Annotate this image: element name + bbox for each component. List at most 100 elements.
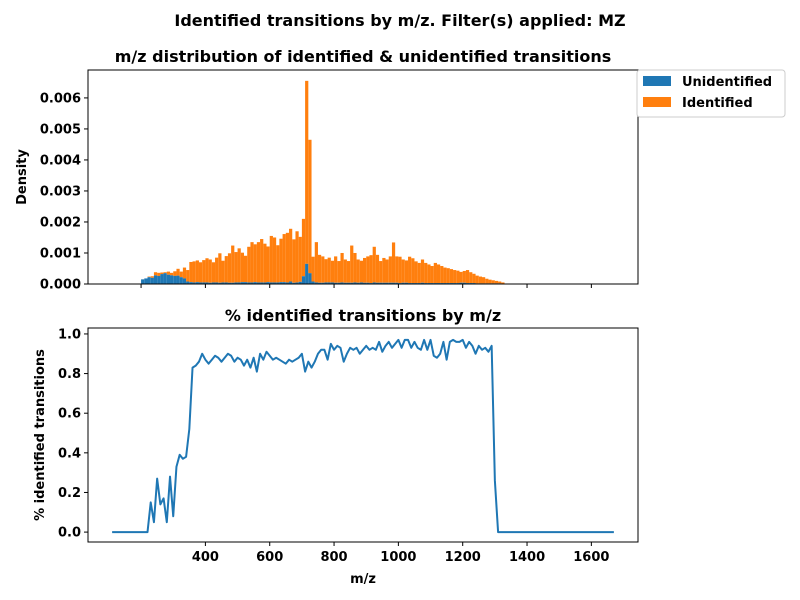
line-x-tick-label: 400 [192, 550, 219, 565]
histogram-bar-identified [221, 260, 225, 283]
histogram-bar-unidentified [237, 282, 241, 284]
histogram-bar-unidentified [327, 282, 331, 284]
legend-swatch-unidentified [643, 76, 671, 86]
histogram-bar-unidentified [205, 282, 209, 284]
histogram-bar-identified [472, 273, 476, 284]
histogram-bar-identified [327, 257, 331, 283]
histogram-bar-unidentified [266, 282, 270, 284]
line-x-axis-label: m/z [350, 572, 376, 587]
histogram-bar-unidentified [388, 282, 392, 284]
histogram-bar-unidentified [385, 282, 389, 284]
histogram-bar-unidentified [311, 281, 315, 284]
histogram-bar-identified [366, 256, 370, 283]
histogram-bar-identified [462, 270, 466, 283]
histogram-bar-unidentified [350, 282, 354, 284]
histogram-bar-identified [330, 260, 335, 283]
histogram-bar-identified [150, 276, 154, 278]
histogram-bar-identified [414, 261, 418, 284]
histogram-bar-identified [420, 259, 425, 283]
histogram-bar-unidentified [234, 282, 238, 284]
histogram-bar-identified [215, 257, 219, 283]
histogram-bar-unidentified [272, 282, 277, 284]
histogram-bar-unidentified [147, 277, 151, 284]
histogram-bar-unidentified [163, 273, 167, 284]
histogram-bar-identified [208, 259, 212, 283]
histogram-bar-unidentified [346, 282, 351, 284]
histogram-bar-identified [231, 245, 235, 283]
histogram-bars [141, 80, 505, 284]
histogram-bar-unidentified [462, 282, 466, 284]
histogram-bar-identified [198, 262, 203, 283]
line-x-tick-label: 1200 [445, 550, 481, 565]
histogram-bar-identified [157, 272, 161, 276]
histogram-bar-identified [395, 256, 399, 283]
legend-swatch-identified [643, 97, 671, 107]
histogram-bar-unidentified [337, 282, 341, 284]
histogram-bar-unidentified [459, 282, 463, 284]
histogram-bar-identified [308, 139, 312, 274]
histogram-bar-identified [182, 267, 187, 279]
histogram-bar-identified [166, 271, 171, 275]
histogram-bar-identified [363, 257, 367, 283]
histogram-bar-identified [343, 259, 347, 283]
histogram-bar-identified [189, 261, 193, 283]
histogram-bar-unidentified [289, 281, 293, 284]
histogram-bar-unidentified [256, 282, 261, 284]
histogram-bar-unidentified [150, 277, 154, 284]
histogram-bar-identified [398, 256, 402, 284]
histogram-bar-identified [256, 242, 261, 283]
histogram-bar-identified [436, 264, 441, 284]
histogram-bar-unidentified [363, 282, 367, 284]
histogram-bar-identified [218, 253, 222, 283]
histogram-bar-unidentified [282, 282, 286, 284]
histogram-bar-identified [292, 239, 296, 283]
histogram-bar-unidentified [247, 282, 251, 284]
line-y-axis-label: % identified transitions [33, 349, 48, 521]
histogram-bar-unidentified [279, 282, 283, 284]
histogram-bar-identified [334, 256, 338, 283]
identified-fraction-line [112, 338, 614, 534]
histogram-bar-identified [321, 256, 325, 283]
histogram-bar-unidentified [295, 282, 299, 284]
histogram-bar-identified [205, 258, 209, 283]
line-y-tick-label: 0.0 [58, 526, 81, 541]
histogram-bar-unidentified [314, 282, 318, 284]
histogram-bar-identified [234, 252, 238, 283]
histogram-bar-identified [369, 255, 373, 284]
histogram-bar-unidentified [227, 282, 232, 284]
histogram-bar-identified [173, 271, 177, 276]
histogram-bar-identified [417, 262, 421, 284]
histogram-bar-identified [279, 238, 283, 283]
histogram-bar-identified [224, 256, 228, 283]
histogram-bar-identified [337, 261, 341, 283]
histogram-bar-unidentified [192, 282, 196, 284]
histogram-bar-unidentified [182, 278, 187, 284]
histogram-bar-identified [494, 280, 499, 284]
histogram-bar-unidentified [420, 282, 425, 284]
histogram-y-ticks: 0.000 0.001 0.002 0.003 0.004 0.005 0.006 [40, 91, 88, 293]
histogram-bar-unidentified [340, 282, 344, 284]
histogram-bar-identified [192, 261, 196, 283]
histogram-bar-unidentified [292, 282, 296, 284]
line-x-tick-label: 1600 [573, 550, 609, 565]
histogram-y-tick-label: 0.003 [40, 184, 81, 199]
histogram-bar-unidentified [263, 282, 267, 284]
histogram-y-axis-label: Density [15, 149, 30, 205]
histogram-bar-identified [411, 258, 415, 284]
histogram-bar-identified [388, 256, 392, 283]
line-x-tick-label: 1400 [509, 550, 545, 565]
histogram-x-ticks [140, 284, 592, 288]
histogram-bar-identified [391, 242, 396, 283]
histogram-bar-unidentified [141, 279, 145, 284]
histogram-bar-identified [501, 282, 505, 284]
histogram-bar-identified [247, 246, 251, 283]
histogram-bar-unidentified [153, 275, 158, 284]
histogram-bar-identified [401, 259, 405, 283]
legend-label-unidentified: Unidentified [682, 75, 772, 90]
histogram-bar-unidentified [202, 282, 206, 284]
histogram-bar-unidentified [375, 282, 380, 284]
histogram-bar-identified [488, 279, 492, 284]
histogram-bar-identified [372, 246, 376, 283]
histogram-bar-unidentified [224, 282, 228, 284]
histogram-y-tick-label: 0.002 [40, 215, 81, 230]
